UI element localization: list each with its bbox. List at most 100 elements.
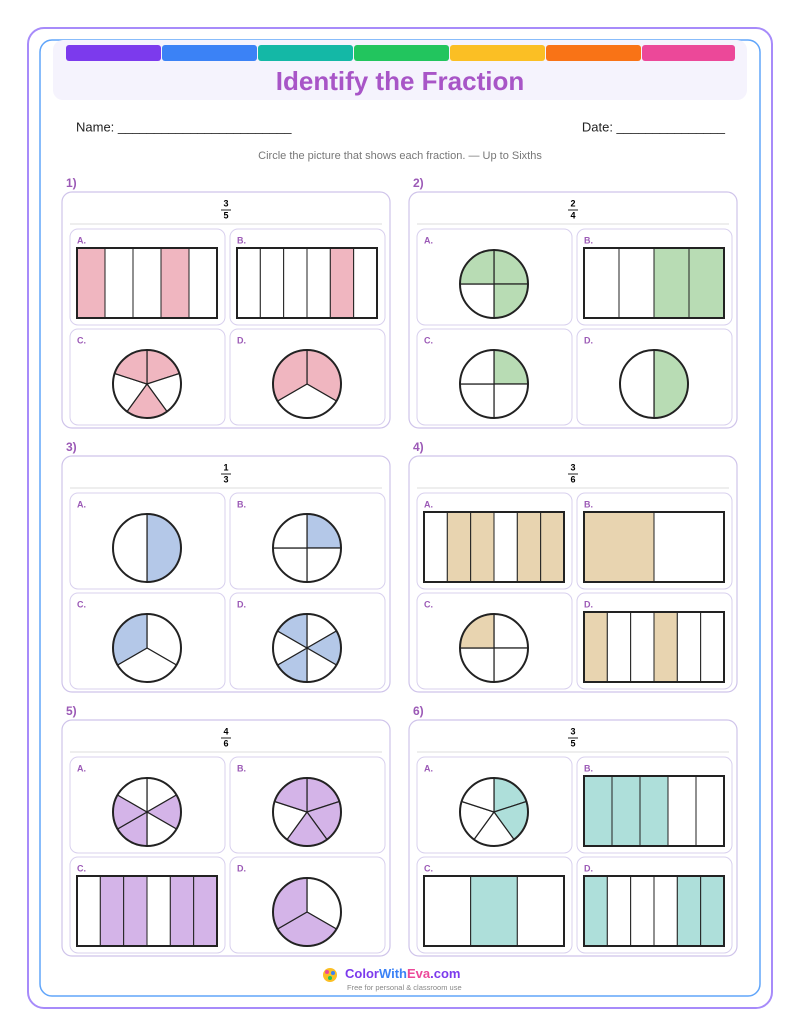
- bar-part: [423, 511, 448, 583]
- title: Identify the Fraction: [276, 66, 524, 96]
- option: A.: [69, 492, 226, 590]
- bar-part: [618, 247, 655, 319]
- option-label: B.: [237, 235, 246, 245]
- bar-outline: [423, 875, 565, 947]
- option: B.: [576, 756, 733, 854]
- bar-part: [169, 875, 195, 947]
- instructions: Circle the picture that shows each fract…: [258, 150, 542, 162]
- bar-outline: [583, 511, 725, 583]
- brand-part: .com: [430, 966, 460, 981]
- problem-card: [408, 191, 738, 429]
- problem-card: [408, 455, 738, 693]
- option-label: A.: [424, 235, 433, 245]
- option: B.: [229, 492, 386, 590]
- denominator: 5: [223, 210, 228, 220]
- bar-part: [493, 511, 518, 583]
- bar-part: [611, 775, 641, 847]
- bar-part: [606, 875, 632, 947]
- bar-part: [99, 875, 125, 947]
- bar-outline: [583, 775, 725, 847]
- bar-part: [516, 875, 565, 947]
- option: B.: [576, 492, 733, 590]
- bar-part: [583, 247, 620, 319]
- bar-part: [583, 611, 608, 683]
- option: D.: [229, 856, 386, 954]
- pie-outline: [459, 613, 529, 683]
- bar-outline: [583, 247, 725, 319]
- option: D.: [576, 592, 733, 690]
- denominator: 3: [223, 474, 228, 484]
- bar-part: [188, 247, 218, 319]
- date-field: Date: _______________: [582, 119, 726, 134]
- bar-part: [470, 875, 518, 947]
- bar-outline: [76, 247, 218, 319]
- problem-number: 5): [66, 704, 77, 718]
- option-label: D.: [237, 863, 246, 873]
- denominator: 6: [570, 474, 575, 484]
- problem-number: 2): [413, 176, 424, 190]
- bar-outline: [236, 247, 378, 319]
- option: A.: [416, 756, 573, 854]
- bar-outline: [583, 875, 725, 947]
- bar-part: [653, 875, 678, 947]
- option-label: C.: [77, 335, 86, 345]
- color-strip: [66, 45, 735, 61]
- numerator: 3: [570, 462, 575, 472]
- option-label: A.: [77, 499, 86, 509]
- bar-part: [104, 247, 134, 319]
- numerator: 1: [223, 462, 228, 472]
- option-label: A.: [77, 763, 86, 773]
- option: D.: [576, 328, 733, 426]
- bar-part: [76, 247, 106, 319]
- option: C.: [416, 328, 573, 426]
- pie-outline: [459, 349, 529, 419]
- bar-part: [639, 775, 669, 847]
- pie-outline: [459, 249, 529, 319]
- tagline: Free for personal & classroom use: [347, 983, 462, 992]
- bar-part: [583, 875, 608, 947]
- pie-outline: [112, 513, 182, 583]
- bar-outline: [423, 511, 565, 583]
- bar-part: [470, 511, 495, 583]
- problem-number: 6): [413, 704, 424, 718]
- bar-part: [676, 875, 702, 947]
- option-label: B.: [584, 235, 593, 245]
- pie-outline: [112, 349, 182, 419]
- option-label: D.: [584, 335, 593, 345]
- option: A.: [416, 492, 573, 590]
- option: C.: [69, 592, 226, 690]
- bar-part: [516, 511, 542, 583]
- bar-part: [583, 775, 613, 847]
- option: B.: [576, 228, 733, 326]
- option-label: A.: [424, 499, 433, 509]
- option: C.: [416, 856, 573, 954]
- option: A.: [416, 228, 573, 326]
- denominator: 5: [570, 738, 575, 748]
- bar-part: [446, 511, 472, 583]
- brand-part: Eva: [407, 966, 431, 981]
- bar-part: [630, 875, 655, 947]
- bar-part: [676, 611, 702, 683]
- option-label: B.: [237, 763, 246, 773]
- name-field: Name: ________________________: [76, 119, 292, 134]
- numerator: 3: [570, 726, 575, 736]
- bar-part: [306, 247, 331, 319]
- problem-number: 3): [66, 440, 77, 454]
- problem-card: [61, 191, 391, 429]
- bar-part: [353, 247, 378, 319]
- option-label: B.: [584, 763, 593, 773]
- problem-number: 1): [66, 176, 77, 190]
- pie-outline: [272, 349, 342, 419]
- bar-part: [423, 875, 472, 947]
- option-label: C.: [77, 599, 86, 609]
- pie-outline: [272, 513, 342, 583]
- bar-outline: [583, 611, 725, 683]
- numerator: 4: [223, 726, 228, 736]
- option: C.: [416, 592, 573, 690]
- option-label: B.: [237, 499, 246, 509]
- brand: ColorWithEva.com: [345, 966, 460, 981]
- pie-outline: [112, 613, 182, 683]
- bar-part: [653, 247, 690, 319]
- numerator: 3: [223, 198, 228, 208]
- problem-card: [61, 455, 391, 693]
